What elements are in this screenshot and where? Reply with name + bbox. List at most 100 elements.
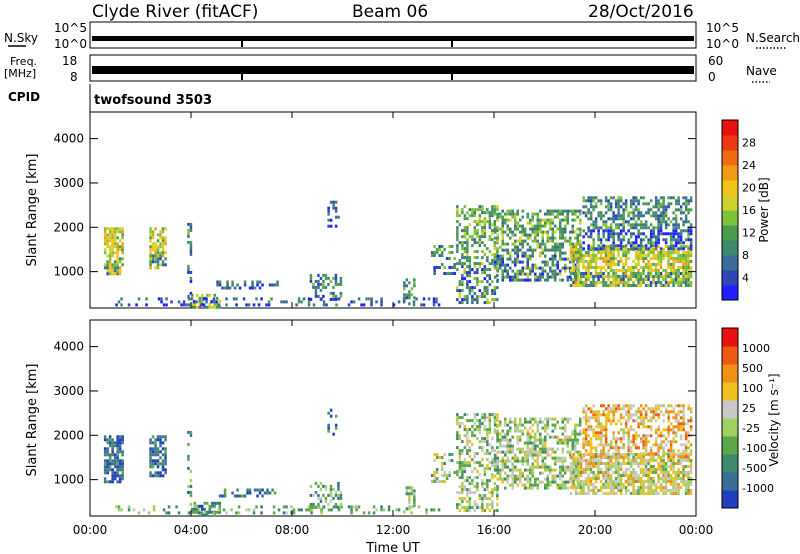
scatter-cell bbox=[203, 513, 206, 517]
scatter-cell bbox=[189, 279, 193, 283]
scatter-cell bbox=[531, 230, 534, 234]
colorbar-segment bbox=[722, 135, 738, 151]
scatter-cell bbox=[149, 233, 152, 237]
scatter-cell bbox=[486, 437, 489, 441]
scatter-cell bbox=[574, 447, 577, 451]
scatter-cell bbox=[539, 221, 542, 225]
scatter-cell bbox=[312, 505, 315, 509]
scatter-cell bbox=[637, 208, 640, 212]
scatter-cell bbox=[689, 477, 693, 480]
scatter-cell bbox=[483, 301, 487, 305]
scatter-cell bbox=[664, 226, 668, 230]
scatter-cell bbox=[514, 426, 517, 430]
scatter-cell bbox=[549, 257, 552, 261]
scatter-cell bbox=[149, 239, 152, 243]
scatter-cell bbox=[494, 227, 497, 231]
scatter-cell bbox=[159, 242, 162, 246]
scatter-cell bbox=[632, 419, 635, 423]
scatter-cell bbox=[534, 420, 537, 424]
scatter-cell bbox=[572, 281, 575, 284]
scatter-cell bbox=[657, 446, 660, 450]
scatter-cell bbox=[493, 449, 497, 453]
scatter-cell bbox=[456, 416, 459, 420]
scatter-cell bbox=[337, 487, 340, 491]
scatter-cell bbox=[579, 221, 582, 225]
scatter-cell bbox=[471, 211, 474, 215]
scatter-cell bbox=[572, 248, 575, 251]
scatter-cell bbox=[647, 247, 650, 251]
scatter-cell bbox=[521, 245, 524, 249]
scatter-cell bbox=[689, 462, 693, 465]
scatter-cell bbox=[657, 428, 660, 432]
scatter-cell bbox=[253, 488, 257, 492]
scatter-cell bbox=[466, 452, 469, 456]
scatter-cell bbox=[599, 266, 603, 269]
scatter-cell bbox=[652, 211, 655, 215]
scatter-cell bbox=[561, 432, 564, 436]
scatter-cell bbox=[639, 483, 643, 486]
scatter-cell bbox=[674, 238, 678, 242]
scatter-cell bbox=[193, 504, 196, 508]
scatter-cell bbox=[355, 505, 358, 509]
scatter-cell bbox=[309, 502, 313, 506]
scatter-cell bbox=[403, 299, 406, 303]
scatter-cell bbox=[120, 508, 123, 512]
scatter-cell bbox=[154, 444, 157, 448]
scatter-cell bbox=[118, 269, 122, 273]
scatter-cell bbox=[516, 239, 519, 243]
scatter-cell bbox=[667, 413, 670, 417]
scatter-cell bbox=[514, 423, 517, 427]
scatter-cell bbox=[609, 196, 613, 200]
scatter-cell bbox=[504, 218, 507, 222]
scatter-cell bbox=[468, 509, 472, 513]
scatter-cell bbox=[159, 471, 162, 475]
scatter-cell bbox=[481, 485, 484, 489]
scatter-cell bbox=[546, 221, 549, 225]
scatter-cell bbox=[594, 266, 598, 269]
scatter-cell bbox=[466, 232, 469, 236]
scatter-cell bbox=[644, 486, 648, 489]
scatter-cell bbox=[516, 260, 519, 264]
scatter-cell bbox=[634, 205, 638, 209]
scatter-cell bbox=[551, 230, 554, 234]
scatter-cell bbox=[597, 462, 600, 465]
scatter-cell bbox=[669, 266, 673, 269]
scatter-cell bbox=[607, 226, 610, 230]
scatter-cell bbox=[629, 407, 633, 411]
scatter-cell bbox=[516, 429, 519, 433]
scatter-cell bbox=[554, 435, 557, 439]
scatter-cell bbox=[448, 266, 451, 269]
scatter-cell bbox=[627, 462, 630, 465]
scatter-cell bbox=[111, 236, 114, 240]
scatter-cell bbox=[509, 483, 512, 487]
scatter-cell bbox=[437, 508, 441, 512]
scatter-cell bbox=[637, 257, 640, 260]
scatter-cell bbox=[191, 510, 194, 514]
scatter-cell bbox=[634, 489, 638, 492]
scatter-cell bbox=[589, 257, 593, 260]
scatter-cell bbox=[519, 450, 522, 454]
scatter-cell bbox=[604, 199, 608, 203]
scatter-cell bbox=[579, 212, 582, 216]
scatter-cell bbox=[519, 468, 522, 472]
scatter-cell bbox=[486, 274, 489, 278]
scatter-cell bbox=[669, 272, 673, 275]
scatter-cell bbox=[647, 260, 650, 263]
scatter-cell bbox=[571, 444, 574, 448]
scatter-cell bbox=[327, 429, 330, 433]
scatter-cell bbox=[151, 462, 155, 466]
y-tick-label: 1000 bbox=[53, 265, 84, 279]
scatter-cell bbox=[494, 260, 497, 264]
scatter-cell bbox=[156, 251, 160, 255]
scatter-cell bbox=[509, 230, 512, 234]
scatter-cell bbox=[639, 241, 643, 245]
scatter-cell bbox=[182, 303, 186, 307]
scatter-cell bbox=[654, 459, 658, 462]
scatter-cell bbox=[574, 471, 578, 474]
scatter-cell bbox=[669, 235, 673, 239]
scatter-cell bbox=[496, 236, 499, 240]
scatter-cell bbox=[433, 272, 436, 275]
scatter-cell bbox=[569, 453, 572, 457]
scatter-cell bbox=[483, 271, 487, 275]
scatter-cell bbox=[587, 263, 590, 266]
